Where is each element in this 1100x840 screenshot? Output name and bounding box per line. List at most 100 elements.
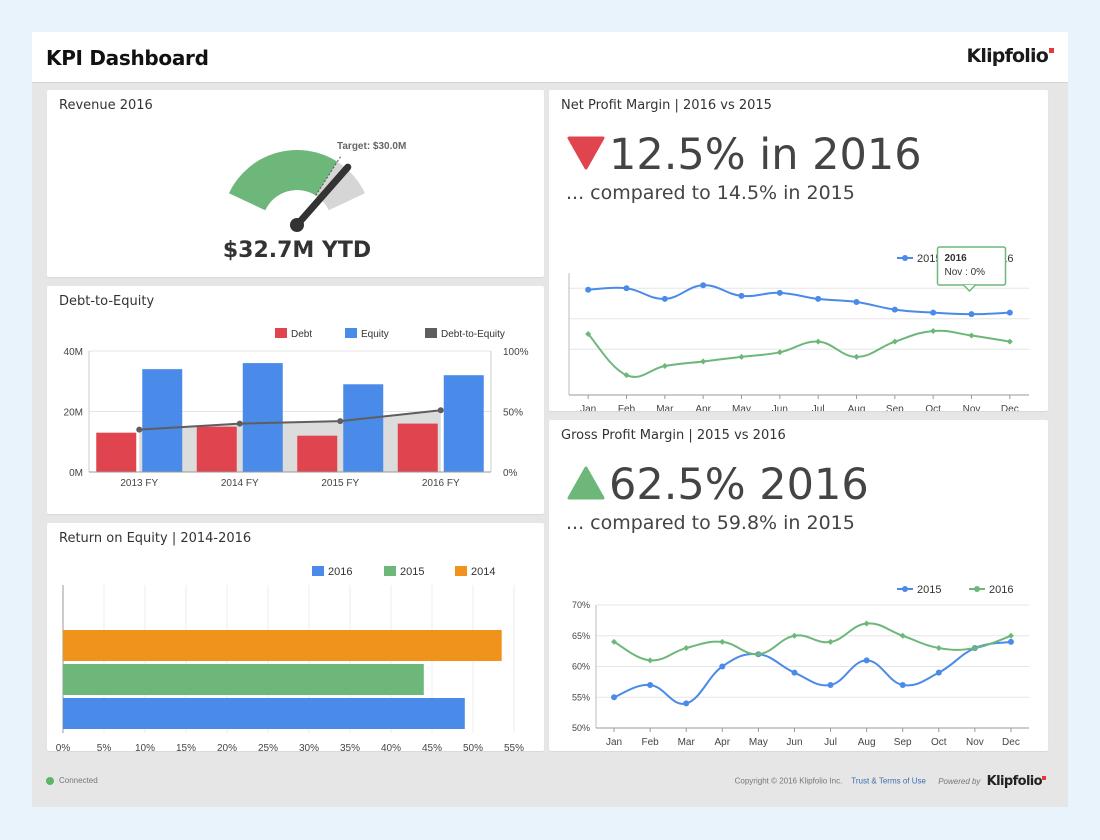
roe-title: Return on Equity | 2014-2016: [59, 531, 252, 546]
series-line-2016: [613, 622, 1012, 662]
y-tick-right: 100%: [503, 347, 529, 358]
series-line-2015: [613, 640, 1012, 705]
x-tick: Jan: [606, 737, 622, 748]
point-2015: [827, 681, 834, 688]
x-tick: Dec: [1001, 404, 1019, 411]
point-2016: [776, 349, 783, 356]
roe-card: Return on Equity | 2014-2016 2016 2015 201…: [47, 523, 544, 751]
legend-swatch-0: [275, 328, 287, 338]
point-2015: [1007, 638, 1014, 645]
point-2016: [1006, 338, 1013, 345]
x-tick: 20%: [217, 743, 237, 751]
point-2015: [585, 286, 592, 293]
tooltip-title: 2016: [945, 253, 968, 264]
legend-label-2015: 2015: [400, 566, 424, 578]
x-tick: 25%: [258, 743, 278, 751]
ratio-point: [236, 420, 243, 427]
y-tick: 65%: [572, 631, 590, 641]
x-tick: Jan: [580, 404, 596, 411]
x-tick: Jul: [812, 404, 825, 411]
point-2016: [930, 327, 937, 334]
legend-label-2: Debt-to-Equity: [441, 329, 505, 340]
legend-label-2016: 2016: [328, 566, 352, 578]
x-tick: 10%: [135, 743, 155, 751]
x-tick: 45%: [422, 743, 442, 751]
revenue-gauge: Target: $30.0M $32.7M YTD: [223, 141, 406, 263]
x-tick: Feb: [642, 737, 660, 748]
debt-equity-chart: Debt Equity Debt-to-Equity 0M 20M 40M 0% 50% 100…: [64, 328, 529, 489]
legend-marker-2016: [974, 586, 980, 592]
point-2016: [585, 331, 592, 337]
x-tick: 35%: [340, 743, 360, 751]
bar-debt: [196, 426, 237, 472]
ratio-point: [437, 407, 444, 414]
x-tick: May: [749, 737, 768, 748]
legend-label-2015: 2015: [917, 584, 941, 596]
x-tick: Jun: [786, 737, 802, 748]
legend-marker-2015: [902, 255, 908, 261]
point-2016: [815, 338, 822, 345]
point-2015: [700, 282, 707, 289]
x-tick: Sep: [894, 737, 912, 748]
brand-logo[interactable]: Klipfolio: [966, 45, 1054, 67]
x-tick: Jun: [772, 404, 788, 411]
bar-debt: [297, 435, 338, 472]
x-tick: Jul: [824, 737, 837, 748]
legend-swatch-2015: [384, 566, 396, 576]
y-tick-left: 0M: [69, 468, 83, 479]
legend-swatch-2014: [455, 566, 467, 576]
x-tick: May: [732, 404, 751, 411]
ratio-area: [139, 410, 441, 472]
tooltip-text: Nov : 0%: [945, 267, 986, 278]
y-tick-left: 20M: [64, 408, 83, 419]
point-2015: [611, 694, 618, 701]
point-2016: [755, 651, 762, 658]
x-tick: Dec: [1002, 737, 1020, 748]
powered-by-text: Powered by: [938, 776, 981, 786]
point-2015: [776, 289, 783, 296]
gauge-value-label: $32.7M YTD: [223, 238, 371, 263]
footer-brand-logo[interactable]: Klipfolio: [986, 774, 1043, 789]
x-tick: 2014 FY: [221, 478, 259, 489]
bar-equity: [242, 363, 283, 472]
x-tick: Mar: [678, 737, 696, 748]
point-2016: [623, 372, 630, 379]
bar-equity: [443, 375, 484, 472]
terms-link[interactable]: Trust & Terms of Use: [851, 776, 926, 786]
header-bar: KPI Dashboard Klipfolio: [32, 32, 1068, 83]
tooltip-pointer: [962, 284, 977, 293]
x-tick: 2016 FY: [422, 478, 460, 489]
x-tick: 55%: [504, 743, 524, 751]
bar-2014: [63, 630, 502, 661]
gpm-card: Gross Profit Margin | 2015 vs 2016 62.5%…: [549, 420, 1048, 751]
bar-debt: [96, 432, 137, 472]
x-tick: Aug: [858, 737, 876, 748]
gpm-title: Gross Profit Margin | 2015 vs 2016: [561, 428, 786, 443]
x-tick: 0%: [56, 743, 71, 751]
revenue-card: Revenue 2016 Target: $30.0M $32.7M YTD: [47, 90, 544, 277]
y-tick: 55%: [572, 692, 590, 702]
point-2015: [661, 295, 668, 302]
point-2015: [853, 298, 860, 305]
point-2015: [791, 669, 798, 676]
point-2016: [899, 632, 906, 639]
legend-label-2014: 2014: [471, 566, 495, 578]
point-2016: [647, 657, 654, 664]
point-2016: [863, 620, 870, 627]
debt-equity-title: Debt-to-Equity: [59, 294, 155, 309]
point-2015: [863, 657, 870, 664]
ratio-point: [136, 426, 143, 433]
point-2016: [1007, 632, 1014, 639]
legend-swatch-2016: [312, 566, 324, 576]
point-2015: [899, 681, 906, 688]
point-2015: [815, 295, 822, 302]
point-2015: [738, 292, 745, 299]
y-tick: 70%: [572, 600, 590, 610]
gauge-target-label: Target: $30.0M: [337, 141, 406, 152]
x-tick: 2015 FY: [321, 478, 359, 489]
point-2015: [930, 309, 937, 316]
point-2015: [683, 700, 690, 707]
y-tick-right: 0%: [503, 468, 518, 479]
x-tick: 30%: [299, 743, 319, 751]
bar-equity: [343, 384, 384, 472]
